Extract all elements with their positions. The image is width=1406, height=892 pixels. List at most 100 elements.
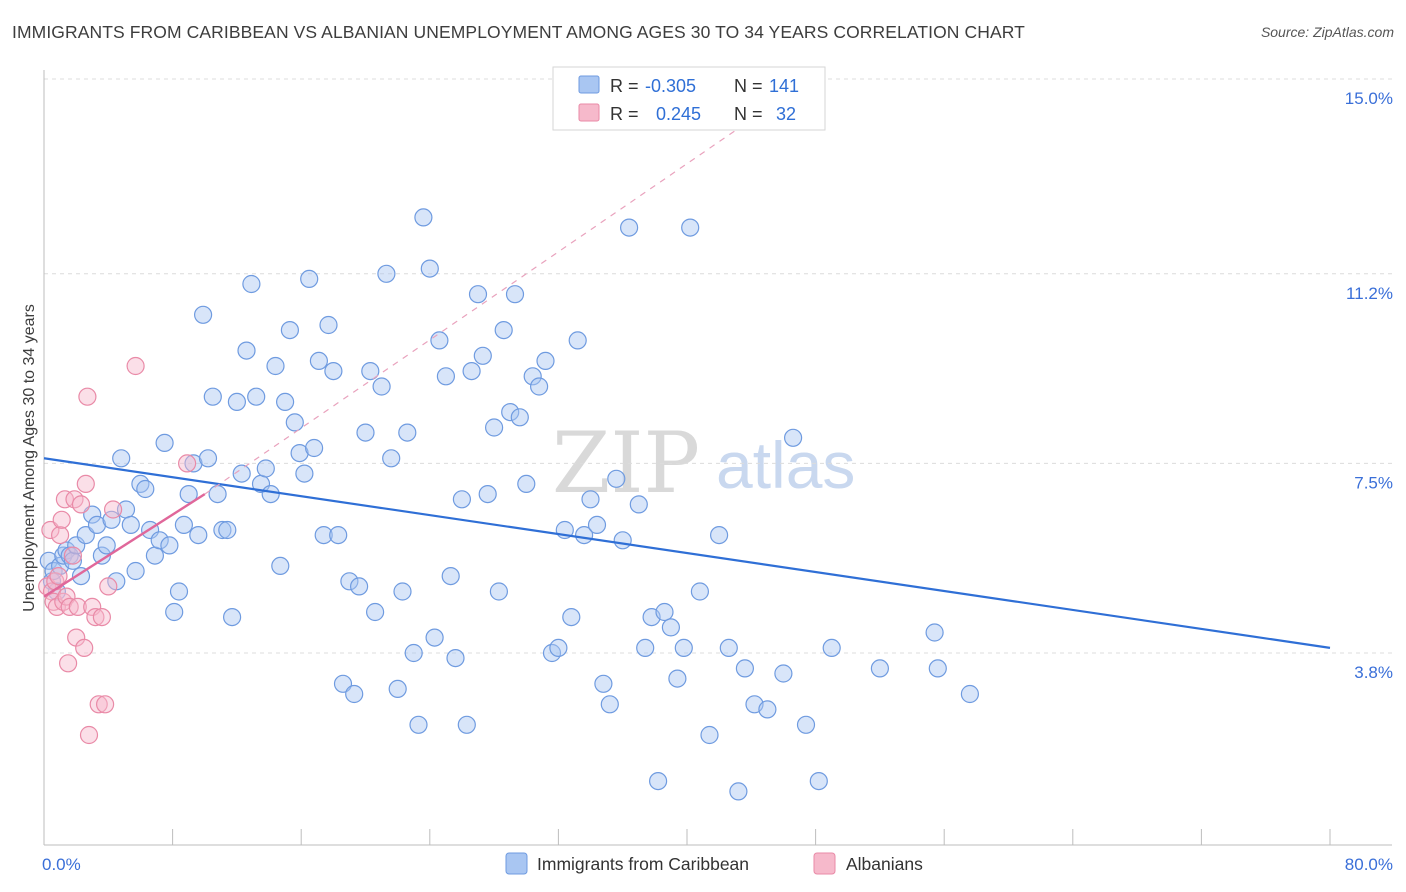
caribbean-point-75: [393, 582, 412, 601]
albanian-point-27: [95, 695, 115, 714]
caribbean-point-26: [150, 531, 169, 550]
caribbean-point-18: [112, 449, 131, 468]
legend-swatch-caribbean: [578, 75, 600, 94]
albanian-point-12: [58, 654, 78, 673]
trend-lines: [43, 124, 1331, 649]
caribbean-point-70: [366, 602, 385, 622]
y-tick-label-2: 11.2%: [1346, 284, 1393, 303]
caribbean-point-105: [562, 607, 581, 627]
trend-line-albanians: [43, 493, 206, 598]
caribbean-point-62: [324, 362, 343, 381]
legend-bottom: Immigrants from Caribbean Albanians: [505, 852, 923, 875]
caribbean-point-12: [83, 505, 102, 524]
caribbean-point-58: [305, 438, 324, 458]
albanian-point-8: [52, 510, 71, 529]
caribbean-point-91: [478, 485, 497, 504]
data-points: [38, 208, 980, 801]
caribbean-point-131: [758, 700, 777, 719]
caribbean-point-140: [960, 684, 980, 704]
caribbean-point-60: [314, 525, 333, 545]
caribbean-point-63: [329, 525, 348, 545]
albanian-point-25: [89, 695, 108, 714]
legend-swatch-albanians: [578, 103, 600, 122]
legend-n-label-albanians: N =: [734, 104, 763, 124]
caribbean-point-23: [136, 479, 155, 499]
caribbean-point-51: [271, 556, 290, 576]
caribbean-point-28: [160, 536, 179, 555]
caribbean-point-120: [661, 618, 681, 637]
x-tick-label-min: 0.0%: [42, 855, 81, 874]
caribbean-point-41: [223, 607, 242, 627]
caribbean-point-55: [290, 444, 309, 463]
bottom-legend-label-caribbean: Immigrants from Caribbean: [537, 854, 749, 874]
caribbean-point-108: [581, 490, 600, 509]
caribbean-point-106: [568, 331, 587, 350]
albanian-point-28: [99, 577, 118, 596]
caribbean-point-126: [709, 525, 729, 545]
caribbean-point-30: [169, 582, 189, 601]
caribbean-point-76: [398, 423, 417, 442]
caribbean-point-122: [674, 638, 693, 658]
caribbean-point-50: [266, 356, 285, 376]
caribbean-point-67: [350, 577, 369, 596]
y-tick-labels: 3.8% 7.5% 11.2% 15.0%: [1345, 89, 1393, 682]
caribbean-point-20: [121, 515, 140, 535]
caribbean-point-80: [420, 259, 439, 278]
caribbean-point-95: [501, 403, 520, 422]
caribbean-point-64: [333, 674, 353, 693]
caribbean-point-73: [382, 449, 401, 468]
legend-r-label-albanians: R =: [610, 104, 639, 124]
caribbean-point-34: [189, 525, 208, 545]
caribbean-point-32: [179, 485, 198, 504]
caribbean-point-25: [145, 546, 164, 565]
caribbean-point-124: [690, 582, 710, 601]
caribbean-point-74: [388, 679, 407, 699]
legend-n-value-albanians: 32: [776, 104, 796, 124]
caribbean-point-125: [700, 725, 719, 745]
caribbean-point-115: [629, 495, 648, 514]
caribbean-point-82: [430, 331, 449, 350]
caribbean-point-33: [184, 454, 203, 473]
caribbean-point-136: [822, 638, 841, 658]
caribbean-point-42: [227, 392, 246, 411]
caribbean-point-81: [425, 628, 444, 647]
caribbean-point-103: [549, 638, 568, 658]
source-label: Source: ZipAtlas.com: [1260, 24, 1394, 40]
legend-top: R = -0.305 N = 141 R = 0.245 N = 32: [552, 66, 826, 131]
caribbean-point-22: [131, 474, 150, 493]
caribbean-point-27: [155, 433, 174, 452]
caribbean-point-68: [356, 423, 375, 442]
caribbean-point-134: [796, 715, 816, 734]
bottom-legend-swatch-caribbean: [505, 852, 528, 875]
legend-r-label-caribbean: R =: [610, 76, 639, 96]
caribbean-point-89: [468, 285, 488, 304]
caribbean-point-71: [372, 377, 391, 396]
caribbean-point-36: [198, 449, 218, 468]
caribbean-point-46: [247, 387, 266, 406]
caribbean-point-121: [668, 669, 687, 688]
albanian-point-30: [126, 356, 145, 376]
caribbean-point-72: [377, 264, 396, 283]
caribbean-point-15: [97, 536, 116, 555]
caribbean-point-96: [505, 285, 525, 304]
caribbean-point-93: [489, 582, 508, 601]
albanian-point-6: [49, 566, 68, 586]
caribbean-point-59: [309, 351, 328, 370]
caribbean-point-138: [925, 623, 944, 642]
caribbean-point-113: [613, 531, 632, 550]
caribbean-point-35: [194, 305, 213, 324]
caribbean-point-43: [232, 464, 251, 483]
caribbean-point-57: [300, 269, 319, 288]
albanian-point-17: [68, 597, 87, 617]
albanian-point-19: [75, 638, 94, 658]
legend-r-value-albanians: 0.245: [656, 104, 701, 124]
axes: [43, 70, 1392, 846]
caribbean-point-37: [203, 387, 222, 406]
gridlines: [44, 78, 1392, 654]
caribbean-point-84: [441, 566, 460, 586]
caribbean-point-85: [446, 648, 465, 668]
albanian-point-18: [71, 495, 91, 514]
legend-n-label-caribbean: N =: [734, 76, 763, 96]
albanian-point-31: [178, 454, 197, 473]
